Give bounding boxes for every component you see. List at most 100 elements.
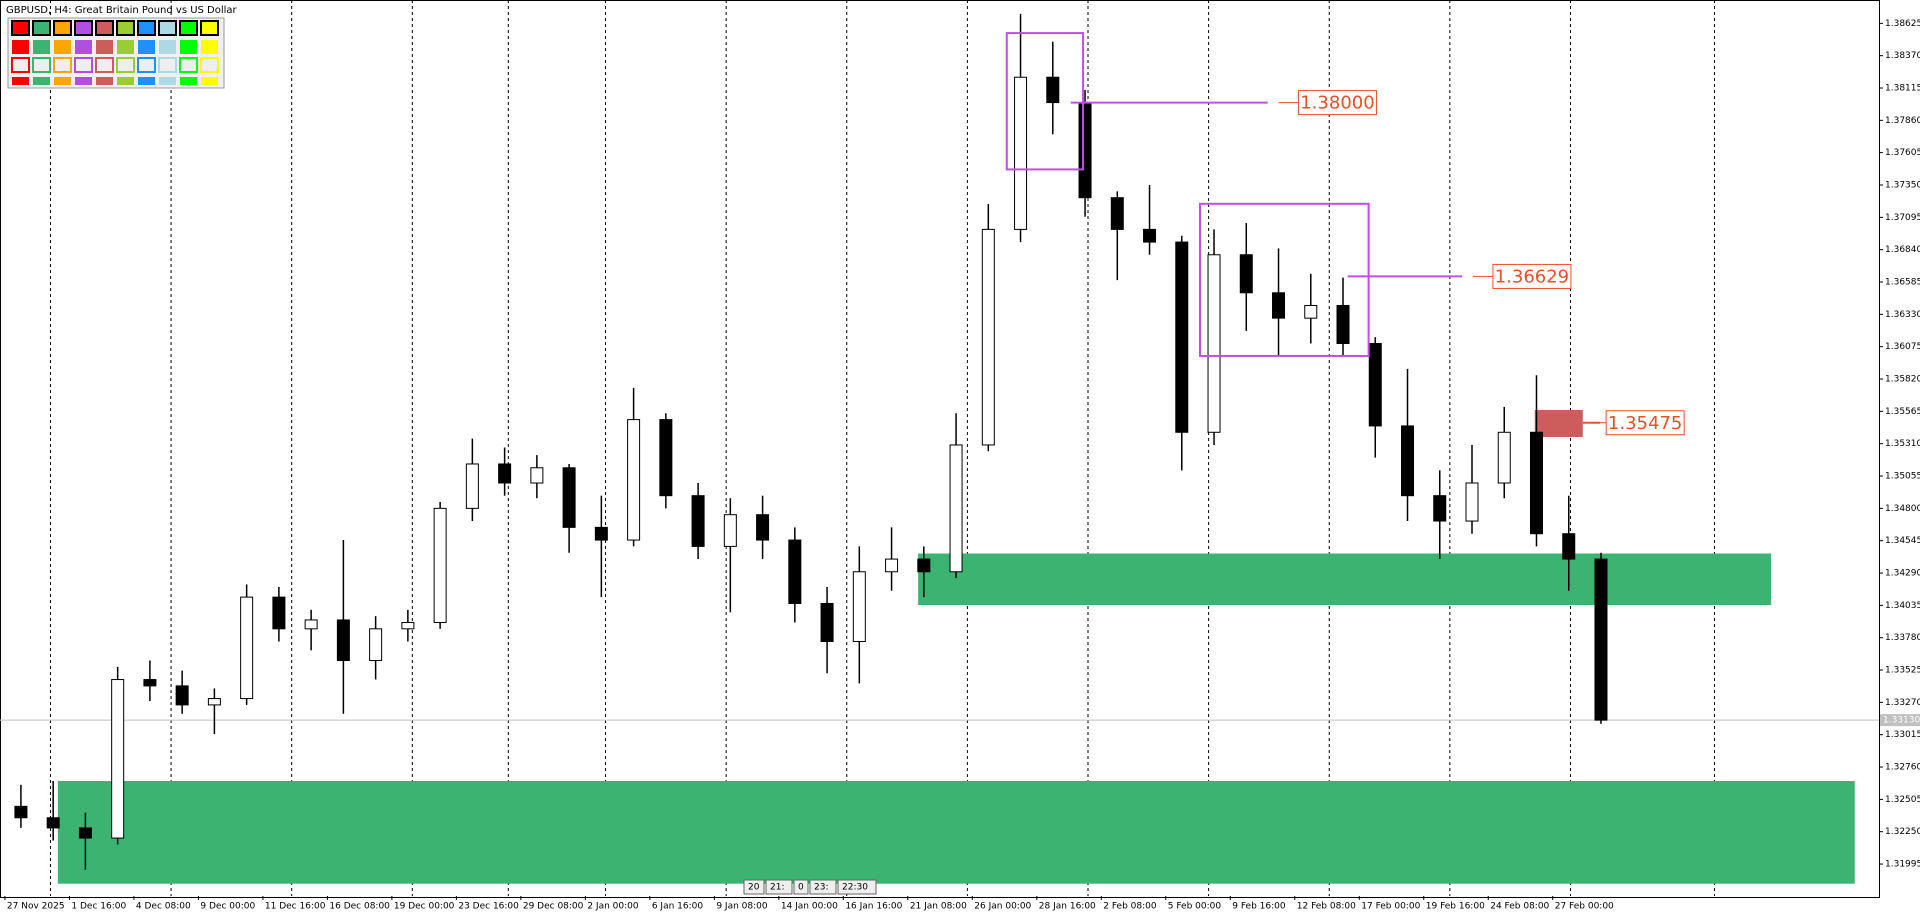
candle-body <box>1336 304 1350 345</box>
candle-body <box>1529 431 1543 535</box>
candle-body <box>1110 197 1124 230</box>
last-price-label: 1.33130 <box>1883 716 1920 726</box>
x-tick-label: 2 Jan 00:00 <box>587 902 639 912</box>
level-label: 1.35475 <box>1608 413 1682 434</box>
zone <box>57 780 1855 884</box>
palette-swatch <box>12 40 29 54</box>
x-tick-label: 14 Jan 00:00 <box>781 902 838 912</box>
x-tick-label: 21 Jan 08:00 <box>910 902 967 912</box>
candle-body <box>1594 558 1608 721</box>
y-tick-label: 1.32760 <box>1885 763 1920 773</box>
candle-body <box>401 621 415 630</box>
y-tick-label: 1.33525 <box>1885 666 1920 676</box>
palette-swatch <box>179 57 198 73</box>
scroll-box <box>837 879 877 895</box>
candle-body <box>1078 102 1092 199</box>
y-tick-label: 1.33270 <box>1885 698 1920 708</box>
palette-swatch <box>74 20 93 36</box>
box <box>1199 202 1370 357</box>
candle-body <box>788 539 802 604</box>
palette-swatch <box>158 20 177 36</box>
y-tick-label: 1.35055 <box>1885 472 1920 482</box>
candle-body <box>820 602 834 643</box>
candle-body <box>1401 425 1415 497</box>
scroll-label: 23: <box>814 883 828 893</box>
level-label: 1.38000 <box>1300 93 1374 114</box>
palette-swatch <box>138 77 155 85</box>
candle-body <box>1433 495 1447 522</box>
palette-swatch <box>200 57 219 73</box>
candle-body <box>1465 482 1479 522</box>
y-tick-label: 1.35310 <box>1885 439 1920 449</box>
y-tick-label: 1.37860 <box>1885 116 1920 126</box>
palette-swatch <box>12 77 29 85</box>
x-tick-label: 19 Feb 16:00 <box>1426 902 1485 912</box>
scroll-label: 21: <box>770 883 784 893</box>
palette-swatch <box>180 77 197 85</box>
palette-swatch <box>32 57 51 73</box>
palette-swatch <box>32 20 51 36</box>
y-tick-label: 1.32250 <box>1885 827 1920 837</box>
candle-body <box>433 507 447 623</box>
y-tick-label: 1.33015 <box>1885 730 1920 740</box>
x-tick-label: 16 Dec 08:00 <box>329 902 390 912</box>
candle-body <box>1143 228 1157 243</box>
palette-swatch <box>200 20 219 36</box>
candle-body <box>659 419 673 497</box>
palette-swatch <box>54 40 71 54</box>
candle-body <box>981 228 995 446</box>
palette-swatch <box>201 77 218 85</box>
y-tick-label: 1.32505 <box>1885 795 1920 805</box>
palette-swatch <box>75 77 92 85</box>
palette-swatch <box>11 20 30 36</box>
y-tick-label: 1.36330 <box>1885 310 1920 320</box>
candle-body <box>272 596 286 630</box>
palette-swatch <box>74 57 93 73</box>
y-tick-label: 1.31995 <box>1885 860 1920 870</box>
candle-body <box>627 419 641 541</box>
candle-body <box>562 467 576 528</box>
x-tick-label: 27 Nov 2025 <box>7 902 65 912</box>
y-tick-label: 1.34545 <box>1885 536 1920 546</box>
x-tick-label: 9 Dec 00:00 <box>200 902 255 912</box>
level-label: 1.36629 <box>1495 266 1569 287</box>
candle-body <box>1175 241 1189 433</box>
candle-body <box>1272 292 1286 319</box>
scroll-box <box>743 879 765 895</box>
candle-body <box>852 571 866 643</box>
palette-swatch <box>180 40 197 54</box>
palette-swatch <box>201 40 218 54</box>
palette-swatch <box>138 40 155 54</box>
candle-body <box>207 698 221 706</box>
scroll-box <box>809 879 837 895</box>
scroll-box <box>793 879 809 895</box>
candle-body <box>594 526 608 541</box>
candle-body <box>1207 254 1221 433</box>
candle-body <box>1014 76 1028 230</box>
level-label-box <box>1492 263 1572 289</box>
x-tick-label: 27 Feb 00:00 <box>1555 902 1614 912</box>
y-tick-label: 1.37350 <box>1885 181 1920 191</box>
last-price-box <box>1880 714 1920 727</box>
candle-body <box>917 558 931 573</box>
candle-body <box>78 827 92 839</box>
palette-swatch <box>159 40 176 54</box>
level-label-box <box>1605 410 1685 436</box>
palette-swatch <box>179 20 198 36</box>
y-tick-label: 1.34800 <box>1885 504 1920 514</box>
palette-swatch <box>117 77 134 85</box>
candle-body <box>1562 533 1576 560</box>
candle-body <box>498 463 512 484</box>
palette-swatch <box>53 20 72 36</box>
scroll-label: 0 <box>798 883 804 893</box>
palette-swatch <box>96 40 113 54</box>
y-tick-label: 1.35565 <box>1885 407 1920 417</box>
palette-swatch <box>137 57 156 73</box>
x-tick-label: 26 Jan 00:00 <box>974 902 1031 912</box>
palette-swatch <box>137 20 156 36</box>
y-tick-label: 1.34035 <box>1885 601 1920 611</box>
x-tick-label: 5 Feb 00:00 <box>1168 902 1222 912</box>
scroll-box <box>765 879 793 895</box>
y-tick-label: 1.37605 <box>1885 148 1920 158</box>
x-tick-label: 11 Dec 16:00 <box>265 902 326 912</box>
